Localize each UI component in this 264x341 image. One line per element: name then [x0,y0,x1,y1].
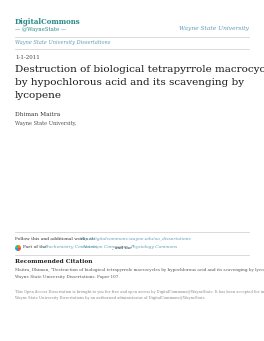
Text: — @WayneState —: — @WayneState — [15,26,66,32]
Text: lycopene: lycopene [15,91,62,100]
Text: This Open Access Dissertation is brought to you for free and open access by Digi: This Open Access Dissertation is brought… [15,290,264,294]
Text: Follow this and additional works at:: Follow this and additional works at: [15,237,97,241]
Polygon shape [15,248,18,251]
Text: DigitalCommons: DigitalCommons [15,18,81,26]
Text: Wayne State University Dissertations by an authorized administrator of DigitalCo: Wayne State University Dissertations by … [15,296,206,300]
Text: Wayne State University,: Wayne State University, [15,121,77,126]
Text: http://digitalcommons.wayne.edu/oa_dissertations: http://digitalcommons.wayne.edu/oa_disse… [80,237,191,241]
Text: Destruction of biological tetrapyrrole macrocycles: Destruction of biological tetrapyrrole m… [15,65,264,74]
Text: Part of the: Part of the [23,245,48,249]
Text: Maitra, Dhiman, "Destruction of biological tetrapyrrole macrocycles by hypochlor: Maitra, Dhiman, "Destruction of biologic… [15,268,264,272]
Text: Dhiman Maitra: Dhiman Maitra [15,112,60,117]
Text: by hypochlorous acid and its scavenging by: by hypochlorous acid and its scavenging … [15,78,244,87]
Polygon shape [18,245,21,248]
Polygon shape [18,248,21,251]
Text: Nutrition Commons: Nutrition Commons [82,245,126,249]
Text: , and the: , and the [112,245,133,249]
Text: Wayne State University: Wayne State University [179,26,249,31]
Text: Physiology Commons: Physiology Commons [130,245,177,249]
Text: Biochemistry Commons,: Biochemistry Commons, [44,245,100,249]
Text: Recommended Citation: Recommended Citation [15,259,92,264]
Polygon shape [15,245,18,248]
Text: Wayne State University Dissertations: Wayne State University Dissertations [15,40,110,45]
Text: Wayne State University Dissertations. Paper 107.: Wayne State University Dissertations. Pa… [15,275,120,279]
Text: 1-1-2011: 1-1-2011 [15,55,40,60]
